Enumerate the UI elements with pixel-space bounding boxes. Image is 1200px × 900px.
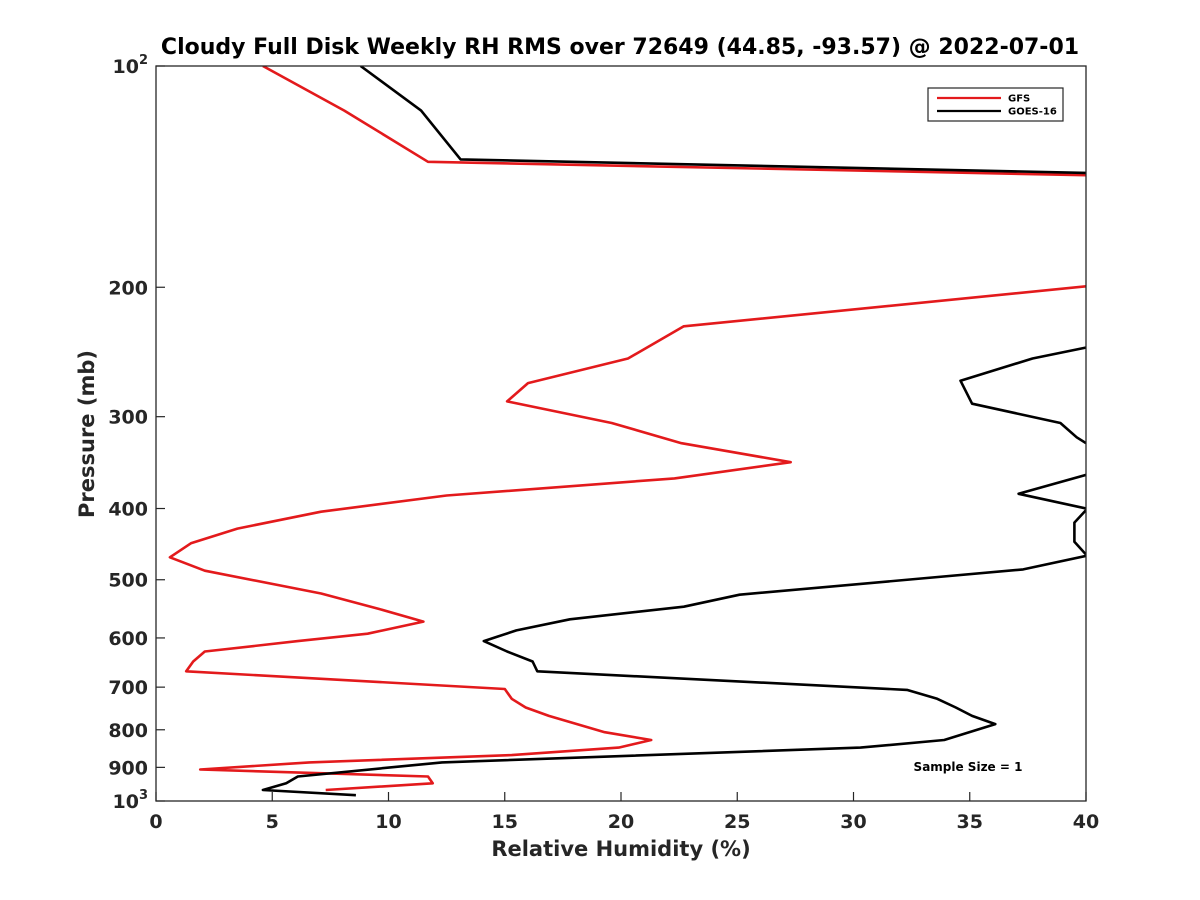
y-tick-label: 200	[108, 277, 148, 299]
x-tick-label: 30	[840, 811, 866, 833]
x-tick-label: 10	[375, 811, 401, 833]
series-line-goes16-1	[959, 346, 1086, 445]
legend-label-goes16: GOES-16	[1008, 107, 1057, 118]
y-tick-label: 600	[108, 628, 148, 650]
legend-label-gfs: GFS	[1008, 94, 1030, 105]
x-axis: 0 5 10 15 20 25 30 35 40	[149, 792, 1099, 833]
series-line-goes16-0	[359, 66, 1086, 175]
x-tick-label: 40	[1073, 811, 1099, 833]
series-line-gfs-0	[262, 66, 1086, 177]
plot-series	[168, 66, 1086, 797]
x-tick-label: 25	[724, 811, 750, 833]
series-line-goes16-2	[1017, 473, 1086, 510]
x-tick-label: 20	[608, 811, 634, 833]
y-tick-label: 300	[108, 407, 148, 429]
x-tick-label: 35	[957, 811, 983, 833]
sample-size-annotation: Sample Size = 1	[914, 760, 1023, 774]
chart-title: Cloudy Full Disk Weekly RH RMS over 7264…	[161, 35, 1079, 60]
x-tick-label: 15	[492, 811, 518, 833]
y-axis: 102 200 300 400 500 600 700 800 900 103	[108, 53, 165, 813]
series-line-gfs-1	[168, 285, 1086, 792]
plot-area-frame	[155, 65, 1087, 802]
y-tick-label: 900	[108, 757, 148, 779]
y-tick-label: 500	[108, 570, 148, 592]
y-tick-label: 800	[108, 720, 148, 742]
x-tick-label: 0	[149, 811, 162, 833]
y-tick-label: 103	[113, 788, 149, 813]
legend-box	[927, 87, 1064, 122]
y-tick-label: 700	[108, 677, 148, 699]
y-axis-label: Pressure (mb)	[75, 350, 99, 518]
legend: GFS GOES-16	[927, 87, 1064, 122]
series-line-goes16-4	[261, 554, 1086, 797]
x-axis-label: Relative Humidity (%)	[491, 837, 750, 861]
y-tick-label: 400	[108, 499, 148, 521]
x-tick-label: 5	[266, 811, 279, 833]
series-line-goes16-3	[1073, 509, 1086, 556]
y-tick-label: 102	[113, 53, 149, 78]
